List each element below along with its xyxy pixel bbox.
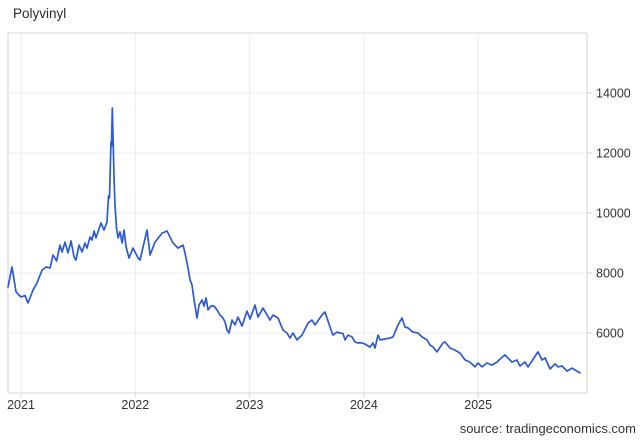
x-axis-label: 2021: [7, 398, 35, 412]
x-axis-label: 2025: [464, 398, 492, 412]
y-axis-label: 8000: [596, 267, 624, 281]
y-axis-label: 14000: [596, 87, 631, 101]
x-axis-label: 2023: [236, 398, 264, 412]
y-axis-label: 6000: [596, 327, 624, 341]
x-axis-label: 2022: [121, 398, 149, 412]
price-line: [7, 107, 581, 374]
source-attribution: source: tradingeconomics.com: [459, 421, 636, 436]
chart-title: Polyvinyl: [13, 6, 67, 21]
y-axis-label: 12000: [596, 147, 631, 161]
y-axis-label: 10000: [596, 207, 631, 221]
x-axis-label: 2024: [350, 398, 378, 412]
